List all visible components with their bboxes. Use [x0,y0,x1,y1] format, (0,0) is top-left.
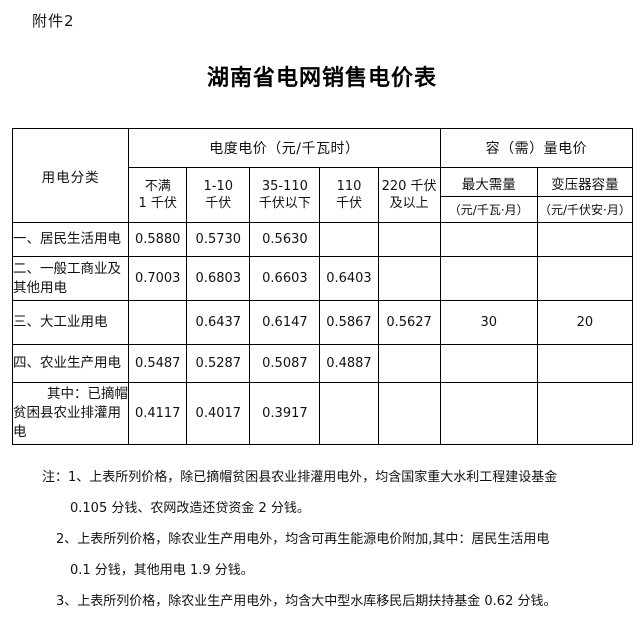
header-voltage-3-line1: 110 [336,179,362,194]
cell-4-1: 0.4017 [186,382,251,445]
table-header: 用电分类 电度电价（元/千瓦时） 容（需）量电价 不满 1 千伏 1-10 千伏… [11,128,634,223]
cell-4-2: 0.3917 [249,382,321,445]
header-capacity-1-unit: （元/千伏安·月） [538,203,631,217]
header-capacity-1: 变压器容量 （元/千伏安·月） [536,167,634,223]
header-voltage-4: 220 千伏 及以上 [377,167,441,223]
row-category-3: 四、农业生产用电 [11,344,130,383]
header-capacity-0-inner: 最大需量 （元/千瓦·月） [440,169,537,221]
cell-3-1: 0.5287 [186,344,251,383]
header-voltage-2-line2: 千伏以下 [258,196,311,211]
cell-3-5 [439,344,538,383]
cell-2-6: 20 [536,300,634,345]
cell-0-0: 0.5880 [128,222,188,257]
table-row: 其中：已摘帽贫困县农业排灌用电 0.4117 0.4017 0.3917 [11,382,634,445]
cell-2-0 [128,300,188,345]
header-capacity-0-name: 最大需量 [440,169,537,197]
cell-3-6 [536,344,634,383]
header-voltage-0-line1: 不满 [144,179,171,194]
header-row-groups: 用电分类 电度电价（元/千瓦时） 容（需）量电价 [11,128,634,223]
note-1-line-2: 0.105 分钱、农网改造还贷资金 2 分钱。 [70,501,310,516]
row-category-0: 一、居民生活用电 [11,222,130,257]
cell-2-5: 30 [439,300,538,345]
header-voltage-0: 不满 1 千伏 [128,167,188,223]
note-1-line-1: 注：1、上表所列价格，除已摘帽贫困县农业排灌用电外，均含国家重大水利工程建设基金 [42,470,558,485]
header-voltage-4-line1: 220 千伏 [381,179,437,194]
note-2-line-2: 0.1 分钱，其他用电 1.9 分钱。 [70,563,254,578]
table-row: 三、大工业用电 0.6437 0.6147 0.5867 0.5627 30 2… [11,300,634,345]
header-voltage-3: 110 千伏 [319,167,379,223]
cell-4-5 [439,382,538,445]
cell-1-6 [536,256,634,301]
table-body: 一、居民生活用电 0.5880 0.5730 0.5630 二、一般工商业及其他… [11,222,634,445]
page-title: 湖南省电网销售电价表 [206,66,437,91]
header-category: 用电分类 [11,128,130,223]
cell-0-5 [439,222,538,257]
cell-3-0: 0.5487 [128,344,188,383]
header-voltage-3-line2: 千伏 [335,196,362,211]
cell-2-4: 0.5627 [377,300,441,345]
price-table-container: 用电分类 电度电价（元/千瓦时） 容（需）量电价 不满 1 千伏 1-10 千伏… [11,128,634,445]
cell-0-4 [377,222,441,257]
cell-2-1: 0.6437 [186,300,251,345]
note-2-line-1: 2、上表所列价格，除农业生产用电外，均含可再生能源电价附加,其中：居民生活用电 [56,532,550,547]
header-capacity-0-unit: （元/千瓦·月） [448,203,529,217]
header-capacity-1-inner: 变压器容量 （元/千伏安·月） [537,169,632,221]
cell-4-4 [377,382,441,445]
header-voltage-4-line2: 及以上 [389,196,429,211]
header-energy-price-group: 电度电价（元/千瓦时） [128,128,441,168]
header-capacity-price-group: 容（需）量电价 [439,128,634,168]
cell-0-2: 0.5630 [249,222,321,257]
note-3-line-1: 3、上表所列价格，除农业生产用电外，均含大中型水库移民后期扶持基金 0.62 分… [56,594,557,609]
cell-0-3 [319,222,379,257]
header-voltage-1-line2: 千伏 [205,196,232,211]
attachment-label: 附件2 [32,12,75,30]
cell-0-6 [536,222,634,257]
cell-3-3: 0.4887 [319,344,379,383]
header-voltage-1-line1: 1-10 [203,179,234,194]
cell-1-4 [377,256,441,301]
row-category-4: 其中：已摘帽贫困县农业排灌用电 [11,382,130,445]
cell-1-0: 0.7003 [128,256,188,301]
header-row-columns: 不满 1 千伏 1-10 千伏 35-110 千伏以下 110 千伏 220 千… [13,167,634,223]
cell-1-2: 0.6603 [249,256,321,301]
cell-4-3 [319,382,379,445]
cell-4-0: 0.4117 [128,382,188,445]
row-category-2: 三、大工业用电 [11,300,130,345]
cell-2-3: 0.5867 [319,300,379,345]
header-capacity-1-name: 变压器容量 [537,169,632,197]
electricity-price-table: 用电分类 电度电价（元/千瓦时） 容（需）量电价 不满 1 千伏 1-10 千伏… [11,128,634,445]
cell-1-1: 0.6803 [186,256,251,301]
table-notes: 注：1、上表所列价格，除已摘帽贫困县农业排灌用电外，均含国家重大水利工程建设基金… [12,462,636,617]
cell-1-5 [439,256,538,301]
cell-0-1: 0.5730 [186,222,251,257]
header-voltage-1: 1-10 千伏 [186,167,251,223]
table-row: 一、居民生活用电 0.5880 0.5730 0.5630 [11,222,634,257]
header-capacity-0: 最大需量 （元/千瓦·月） [439,167,538,223]
table-row: 四、农业生产用电 0.5487 0.5287 0.5087 0.4887 [11,344,634,383]
cell-2-2: 0.6147 [249,300,321,345]
cell-4-6 [536,382,634,445]
table-row: 二、一般工商业及其他用电 0.7003 0.6803 0.6603 0.6403 [11,256,634,301]
header-voltage-2-line1: 35-110 [261,179,308,194]
row-category-1: 二、一般工商业及其他用电 [11,256,130,301]
cell-3-4 [377,344,441,383]
cell-3-2: 0.5087 [249,344,321,383]
header-voltage-2: 35-110 千伏以下 [249,167,321,223]
header-voltage-0-line2: 1 千伏 [138,196,177,211]
cell-1-3: 0.6403 [319,256,379,301]
